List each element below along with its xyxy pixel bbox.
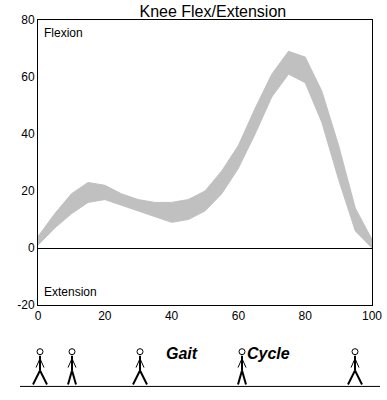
svg-text:0: 0	[28, 241, 35, 255]
svg-text:Gait: Gait	[166, 345, 198, 362]
svg-text:80: 80	[21, 13, 35, 27]
svg-text:0: 0	[35, 309, 42, 323]
svg-text:60: 60	[21, 70, 35, 84]
svg-text:Extension: Extension	[44, 285, 97, 299]
svg-text:40: 40	[21, 127, 35, 141]
svg-text:80: 80	[299, 309, 313, 323]
svg-text:Cycle: Cycle	[247, 345, 290, 362]
svg-text:-20: -20	[17, 298, 35, 312]
svg-text:40: 40	[165, 309, 179, 323]
svg-text:100: 100	[362, 309, 382, 323]
svg-text:20: 20	[21, 184, 35, 198]
svg-text:20: 20	[98, 309, 112, 323]
svg-text:60: 60	[232, 309, 246, 323]
svg-text:Knee Flex/Extension: Knee Flex/Extension	[139, 3, 286, 20]
svg-text:Flexion: Flexion	[44, 26, 83, 40]
